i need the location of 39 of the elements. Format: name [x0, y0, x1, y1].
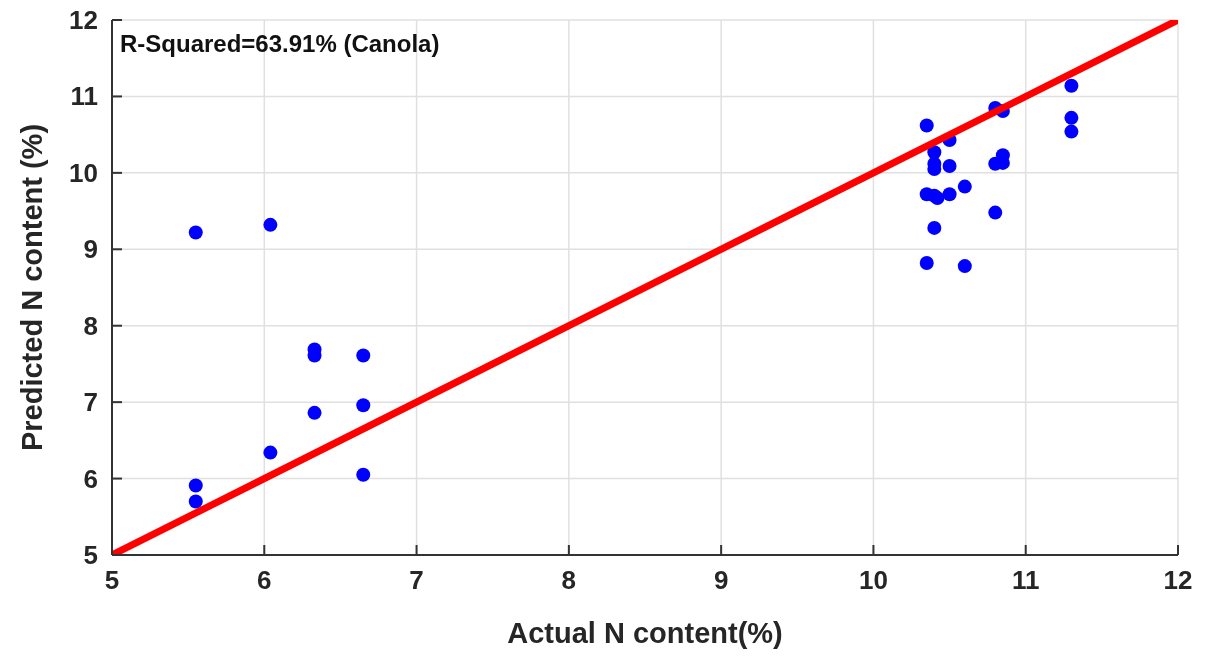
point — [263, 217, 278, 232]
point — [188, 478, 203, 493]
point — [356, 398, 371, 413]
y-tick-label: 5 — [83, 540, 98, 570]
x-tick-label: 6 — [257, 565, 272, 595]
point — [919, 118, 934, 133]
x-tick-label: 9 — [713, 565, 729, 595]
point — [1064, 124, 1079, 139]
point — [1064, 78, 1079, 93]
y-tick-label: 6 — [83, 463, 98, 494]
point — [188, 225, 203, 240]
x-tick-label: 8 — [561, 565, 577, 595]
y-tick-label: 8 — [83, 310, 98, 341]
point — [927, 220, 942, 235]
y-tick-label: 10 — [69, 157, 98, 188]
x-tick-label: 5 — [104, 565, 120, 595]
y-tick-label: 7 — [83, 387, 98, 418]
point — [356, 467, 371, 482]
point — [188, 494, 203, 509]
x-axis-title: Actual N content(%) — [507, 617, 783, 649]
annotation: R-Squared=63.91% (Canola) — [120, 30, 440, 57]
point — [957, 179, 972, 194]
point — [942, 187, 957, 202]
y-tick-label: 9 — [83, 234, 98, 265]
point — [1064, 110, 1079, 125]
y-axis-title: Predicted N content (%) — [16, 123, 48, 452]
x-tick-label: 7 — [409, 565, 424, 595]
y-tick-label: 11 — [70, 81, 98, 112]
y-tick-label: 12 — [69, 5, 98, 35]
point — [263, 445, 278, 460]
point — [919, 256, 934, 271]
point — [957, 259, 972, 274]
x-tick-label: 10 — [858, 565, 888, 595]
point — [356, 348, 371, 363]
point — [988, 205, 1003, 220]
point — [307, 405, 322, 420]
x-tick-label: 12 — [1163, 565, 1193, 595]
x-tick-label: 11 — [1011, 565, 1040, 595]
point — [942, 158, 957, 173]
